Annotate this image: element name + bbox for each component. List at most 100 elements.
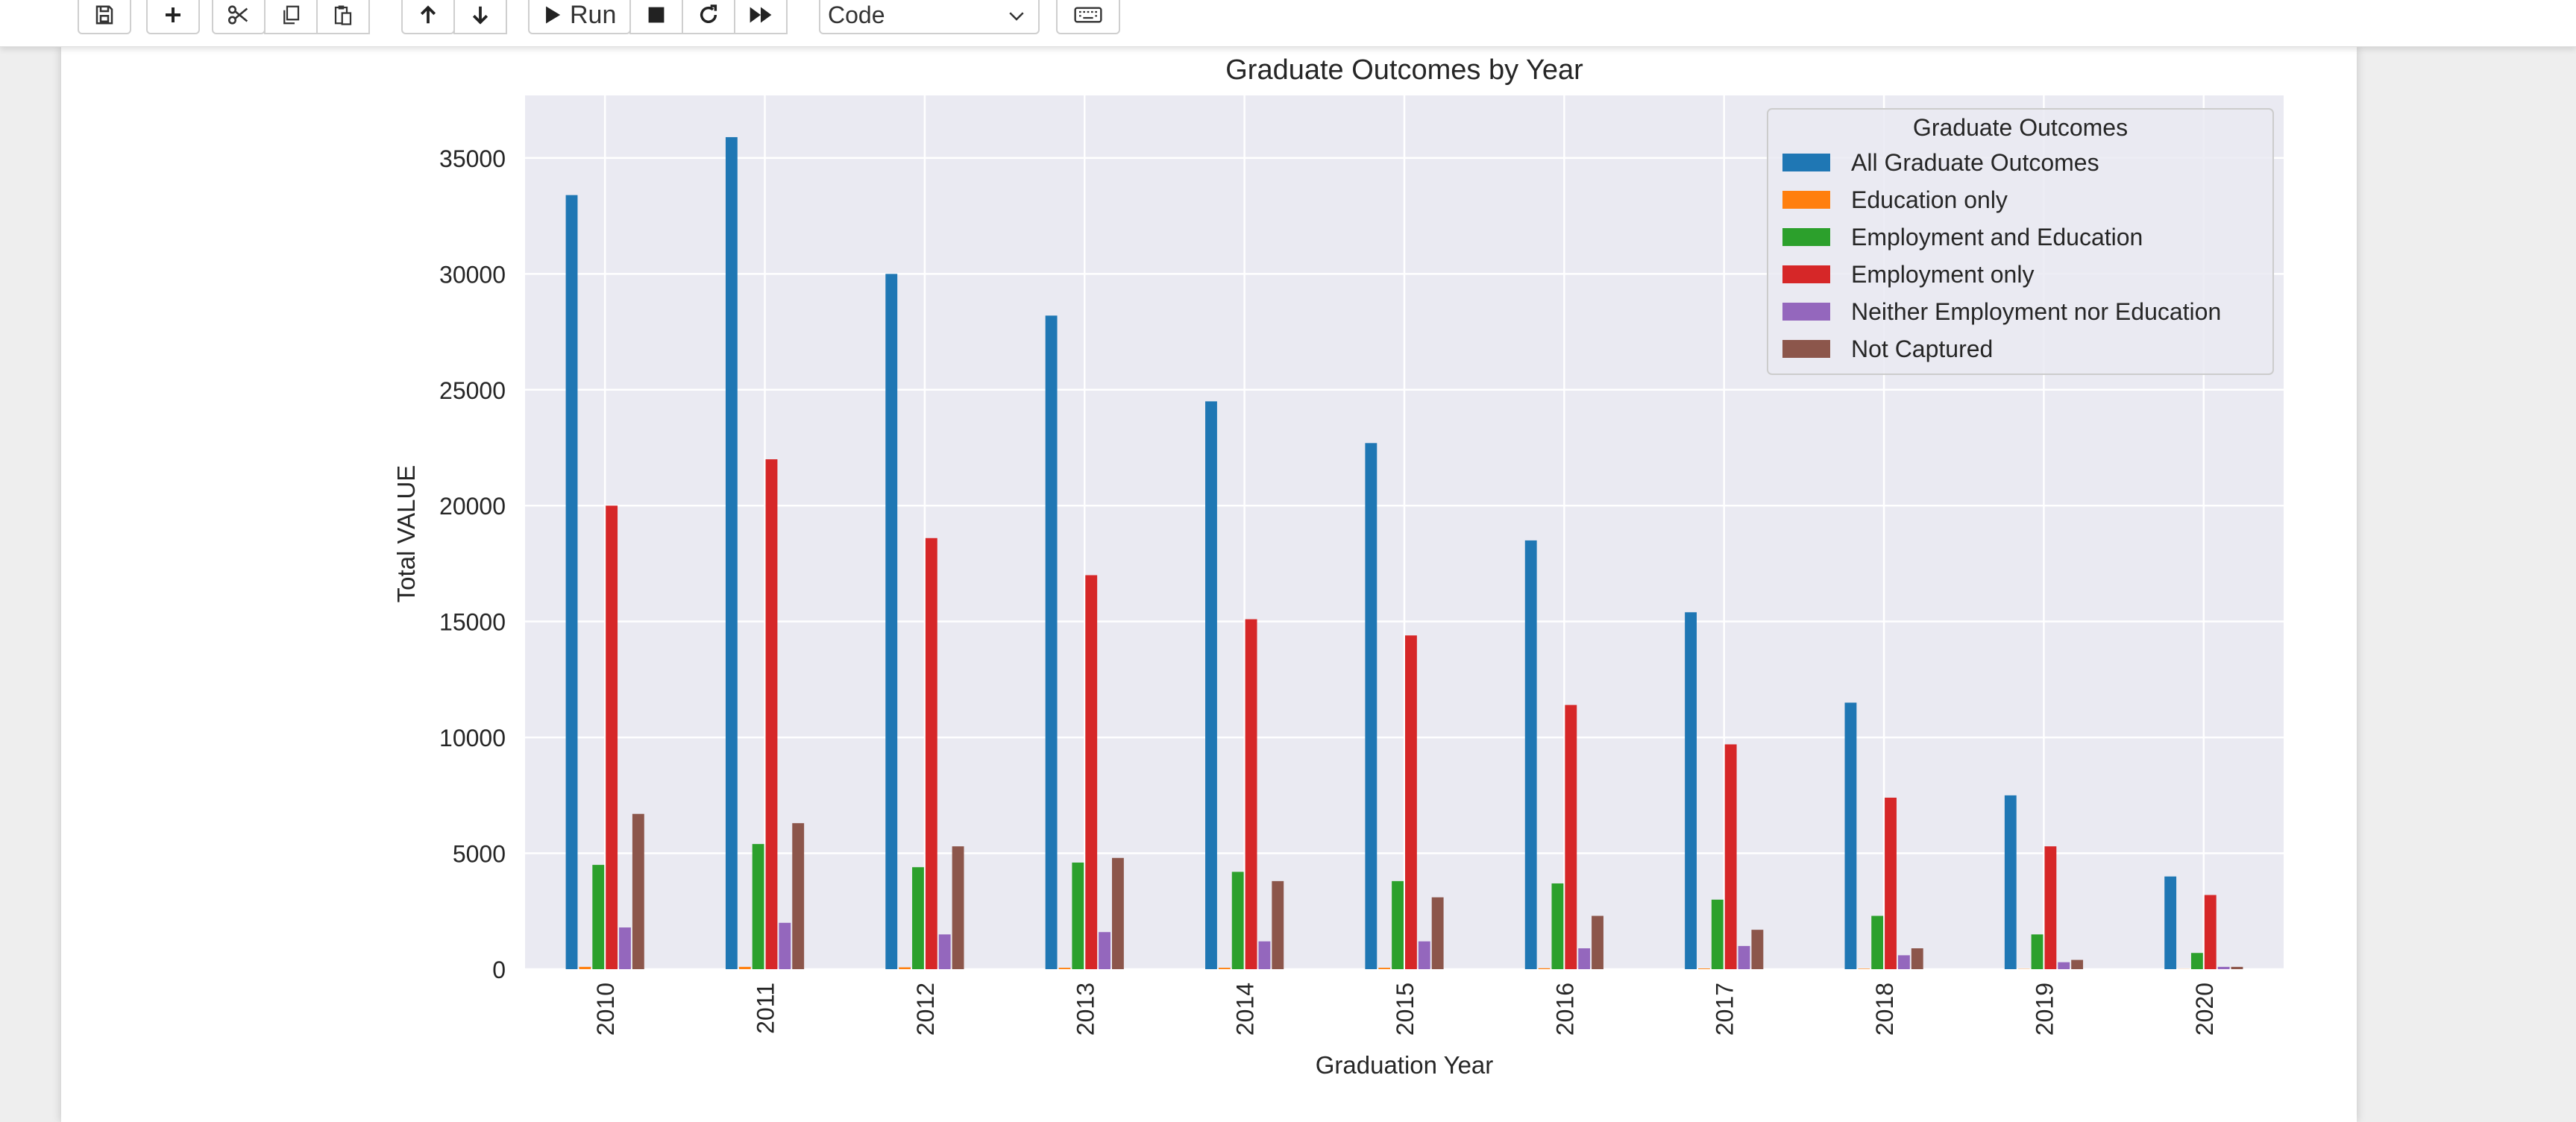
x-axis-label: Graduation Year bbox=[1316, 1051, 1494, 1079]
legend-swatch bbox=[1782, 340, 1830, 358]
bar bbox=[1205, 401, 1217, 969]
bar bbox=[1565, 705, 1577, 969]
y-tick-label: 0 bbox=[492, 956, 506, 983]
bar bbox=[752, 844, 764, 969]
interrupt-button[interactable] bbox=[629, 0, 684, 34]
restart-button[interactable] bbox=[682, 0, 736, 34]
bar bbox=[1844, 702, 1857, 969]
copy-icon bbox=[283, 5, 300, 25]
stop-icon bbox=[648, 7, 665, 23]
keyboard-button-group bbox=[1056, 0, 1120, 34]
bar bbox=[579, 966, 591, 969]
bar bbox=[1751, 930, 1764, 969]
bar bbox=[2217, 966, 2230, 969]
bar bbox=[632, 813, 644, 969]
y-tick-label: 35000 bbox=[439, 145, 506, 172]
legend-entry: Neither Employment nor Education bbox=[1851, 298, 2221, 325]
restart-icon bbox=[700, 4, 717, 23]
arrow-down-icon bbox=[472, 6, 489, 25]
cut-button[interactable] bbox=[212, 0, 266, 34]
save-icon bbox=[95, 5, 113, 25]
move-up-button[interactable] bbox=[401, 0, 455, 34]
bar bbox=[912, 867, 924, 969]
legend-entry: Employment and Education bbox=[1851, 224, 2143, 250]
legend-entry: Not Captured bbox=[1851, 335, 1993, 362]
bar bbox=[1538, 968, 1551, 969]
keyboard-icon bbox=[1074, 7, 1102, 23]
bar bbox=[1578, 948, 1591, 969]
cut-icon bbox=[227, 5, 248, 25]
bar bbox=[1272, 880, 1284, 969]
bar bbox=[1738, 945, 1750, 969]
x-tick-label: 2017 bbox=[1712, 983, 1738, 1036]
cell-type-select[interactable]: Code bbox=[819, 0, 1040, 34]
bar bbox=[619, 927, 631, 969]
bar bbox=[1711, 899, 1724, 969]
legend-swatch bbox=[1782, 228, 1830, 246]
paste-button[interactable] bbox=[316, 0, 370, 34]
move-down-button[interactable] bbox=[453, 0, 507, 34]
x-tick-label: 2010 bbox=[592, 983, 619, 1036]
y-tick-label: 20000 bbox=[439, 493, 506, 520]
bar bbox=[1911, 948, 1923, 969]
save-button[interactable] bbox=[78, 0, 131, 34]
bar bbox=[925, 538, 937, 969]
bar bbox=[1858, 968, 1870, 969]
bar bbox=[1698, 968, 1710, 969]
bar bbox=[1112, 857, 1124, 969]
legend-swatch bbox=[1782, 191, 1830, 209]
play-icon bbox=[546, 6, 561, 24]
bar bbox=[2044, 846, 2057, 969]
restart-run-all-button[interactable] bbox=[734, 0, 788, 34]
bar bbox=[1072, 862, 1084, 969]
bar bbox=[1392, 880, 1404, 969]
bar bbox=[606, 505, 618, 969]
fast-forward-icon bbox=[750, 7, 772, 23]
bar bbox=[899, 967, 911, 969]
bar bbox=[1405, 635, 1417, 969]
bar bbox=[1378, 968, 1391, 969]
bar bbox=[2204, 895, 2217, 969]
edit-button-group bbox=[212, 0, 370, 34]
run-button[interactable]: Run bbox=[528, 0, 632, 34]
legend: Graduate Outcomes All Graduate Outcomes Ed… bbox=[1767, 108, 2274, 375]
bar bbox=[885, 274, 898, 969]
legend-title: Graduate Outcomes bbox=[1913, 114, 2128, 141]
bar bbox=[1418, 941, 1430, 969]
bar bbox=[938, 934, 951, 969]
bar bbox=[1099, 932, 1110, 969]
plus-icon bbox=[166, 7, 180, 22]
legend-swatch bbox=[1782, 265, 1830, 283]
insert-cell-button[interactable] bbox=[146, 0, 200, 34]
bar bbox=[1524, 540, 1537, 969]
run-label: Run bbox=[570, 0, 617, 29]
x-tick-label: 2018 bbox=[1871, 983, 1898, 1036]
x-tick-label: 2016 bbox=[1551, 983, 1578, 1036]
chevron-down-icon bbox=[1009, 12, 1024, 21]
bar bbox=[1218, 968, 1231, 969]
bar bbox=[1258, 941, 1271, 969]
run-button-group: Run bbox=[528, 0, 788, 34]
legend-swatch bbox=[1782, 154, 1830, 171]
y-tick-label: 30000 bbox=[439, 261, 506, 288]
bar bbox=[1885, 797, 1897, 969]
paste-icon bbox=[334, 5, 352, 25]
cell-type-value: Code bbox=[828, 1, 885, 28]
bar bbox=[2004, 795, 2017, 969]
copy-button[interactable] bbox=[264, 0, 318, 34]
bar bbox=[2071, 959, 2084, 969]
x-tick-label: 2011 bbox=[753, 983, 779, 1034]
bar bbox=[1365, 443, 1377, 969]
bar bbox=[1685, 612, 1697, 969]
command-palette-button[interactable] bbox=[1056, 0, 1120, 34]
save-button-group bbox=[78, 0, 131, 34]
insert-button-group bbox=[146, 0, 200, 34]
bar bbox=[1431, 897, 1444, 969]
chart-title: Graduate Outcomes by Year bbox=[1225, 54, 1583, 86]
legend-swatch bbox=[1782, 303, 1830, 321]
bar bbox=[592, 865, 605, 969]
legend-entry: Employment only bbox=[1851, 261, 2034, 288]
x-tick-label: 2015 bbox=[1392, 983, 1419, 1036]
legend-box bbox=[1767, 108, 2274, 375]
